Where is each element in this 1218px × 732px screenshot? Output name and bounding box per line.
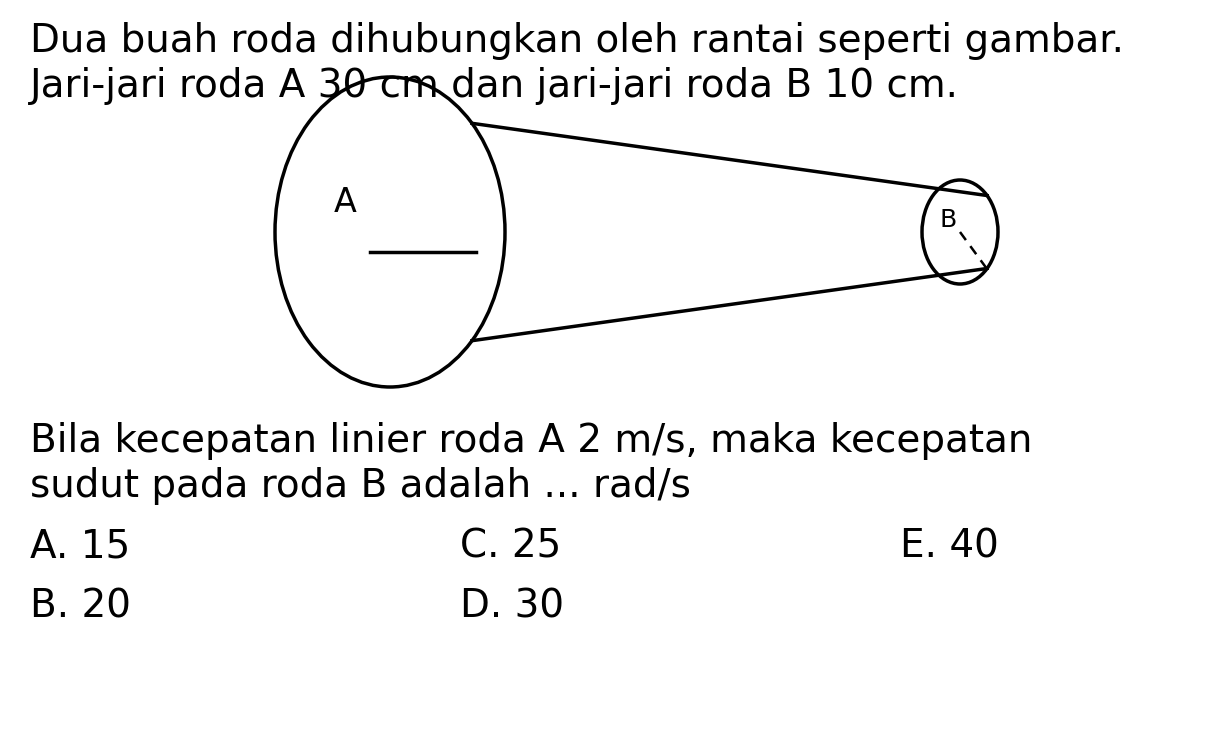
Text: sudut pada roda B adalah ... rad/s: sudut pada roda B adalah ... rad/s [30,467,691,505]
Text: A. 15: A. 15 [30,527,130,565]
Text: A: A [334,185,357,218]
Text: D. 30: D. 30 [460,587,564,625]
Text: Dua buah roda dihubungkan oleh rantai seperti gambar.: Dua buah roda dihubungkan oleh rantai se… [30,22,1124,60]
Text: Bila kecepatan linier roda A 2 m/s, maka kecepatan: Bila kecepatan linier roda A 2 m/s, maka… [30,422,1033,460]
Text: B. 20: B. 20 [30,587,132,625]
Text: E. 40: E. 40 [900,527,999,565]
Text: C. 25: C. 25 [460,527,561,565]
Text: Jari-jari roda A 30 cm dan jari-jari roda B 10 cm.: Jari-jari roda A 30 cm dan jari-jari rod… [30,67,959,105]
Text: B: B [939,208,956,232]
